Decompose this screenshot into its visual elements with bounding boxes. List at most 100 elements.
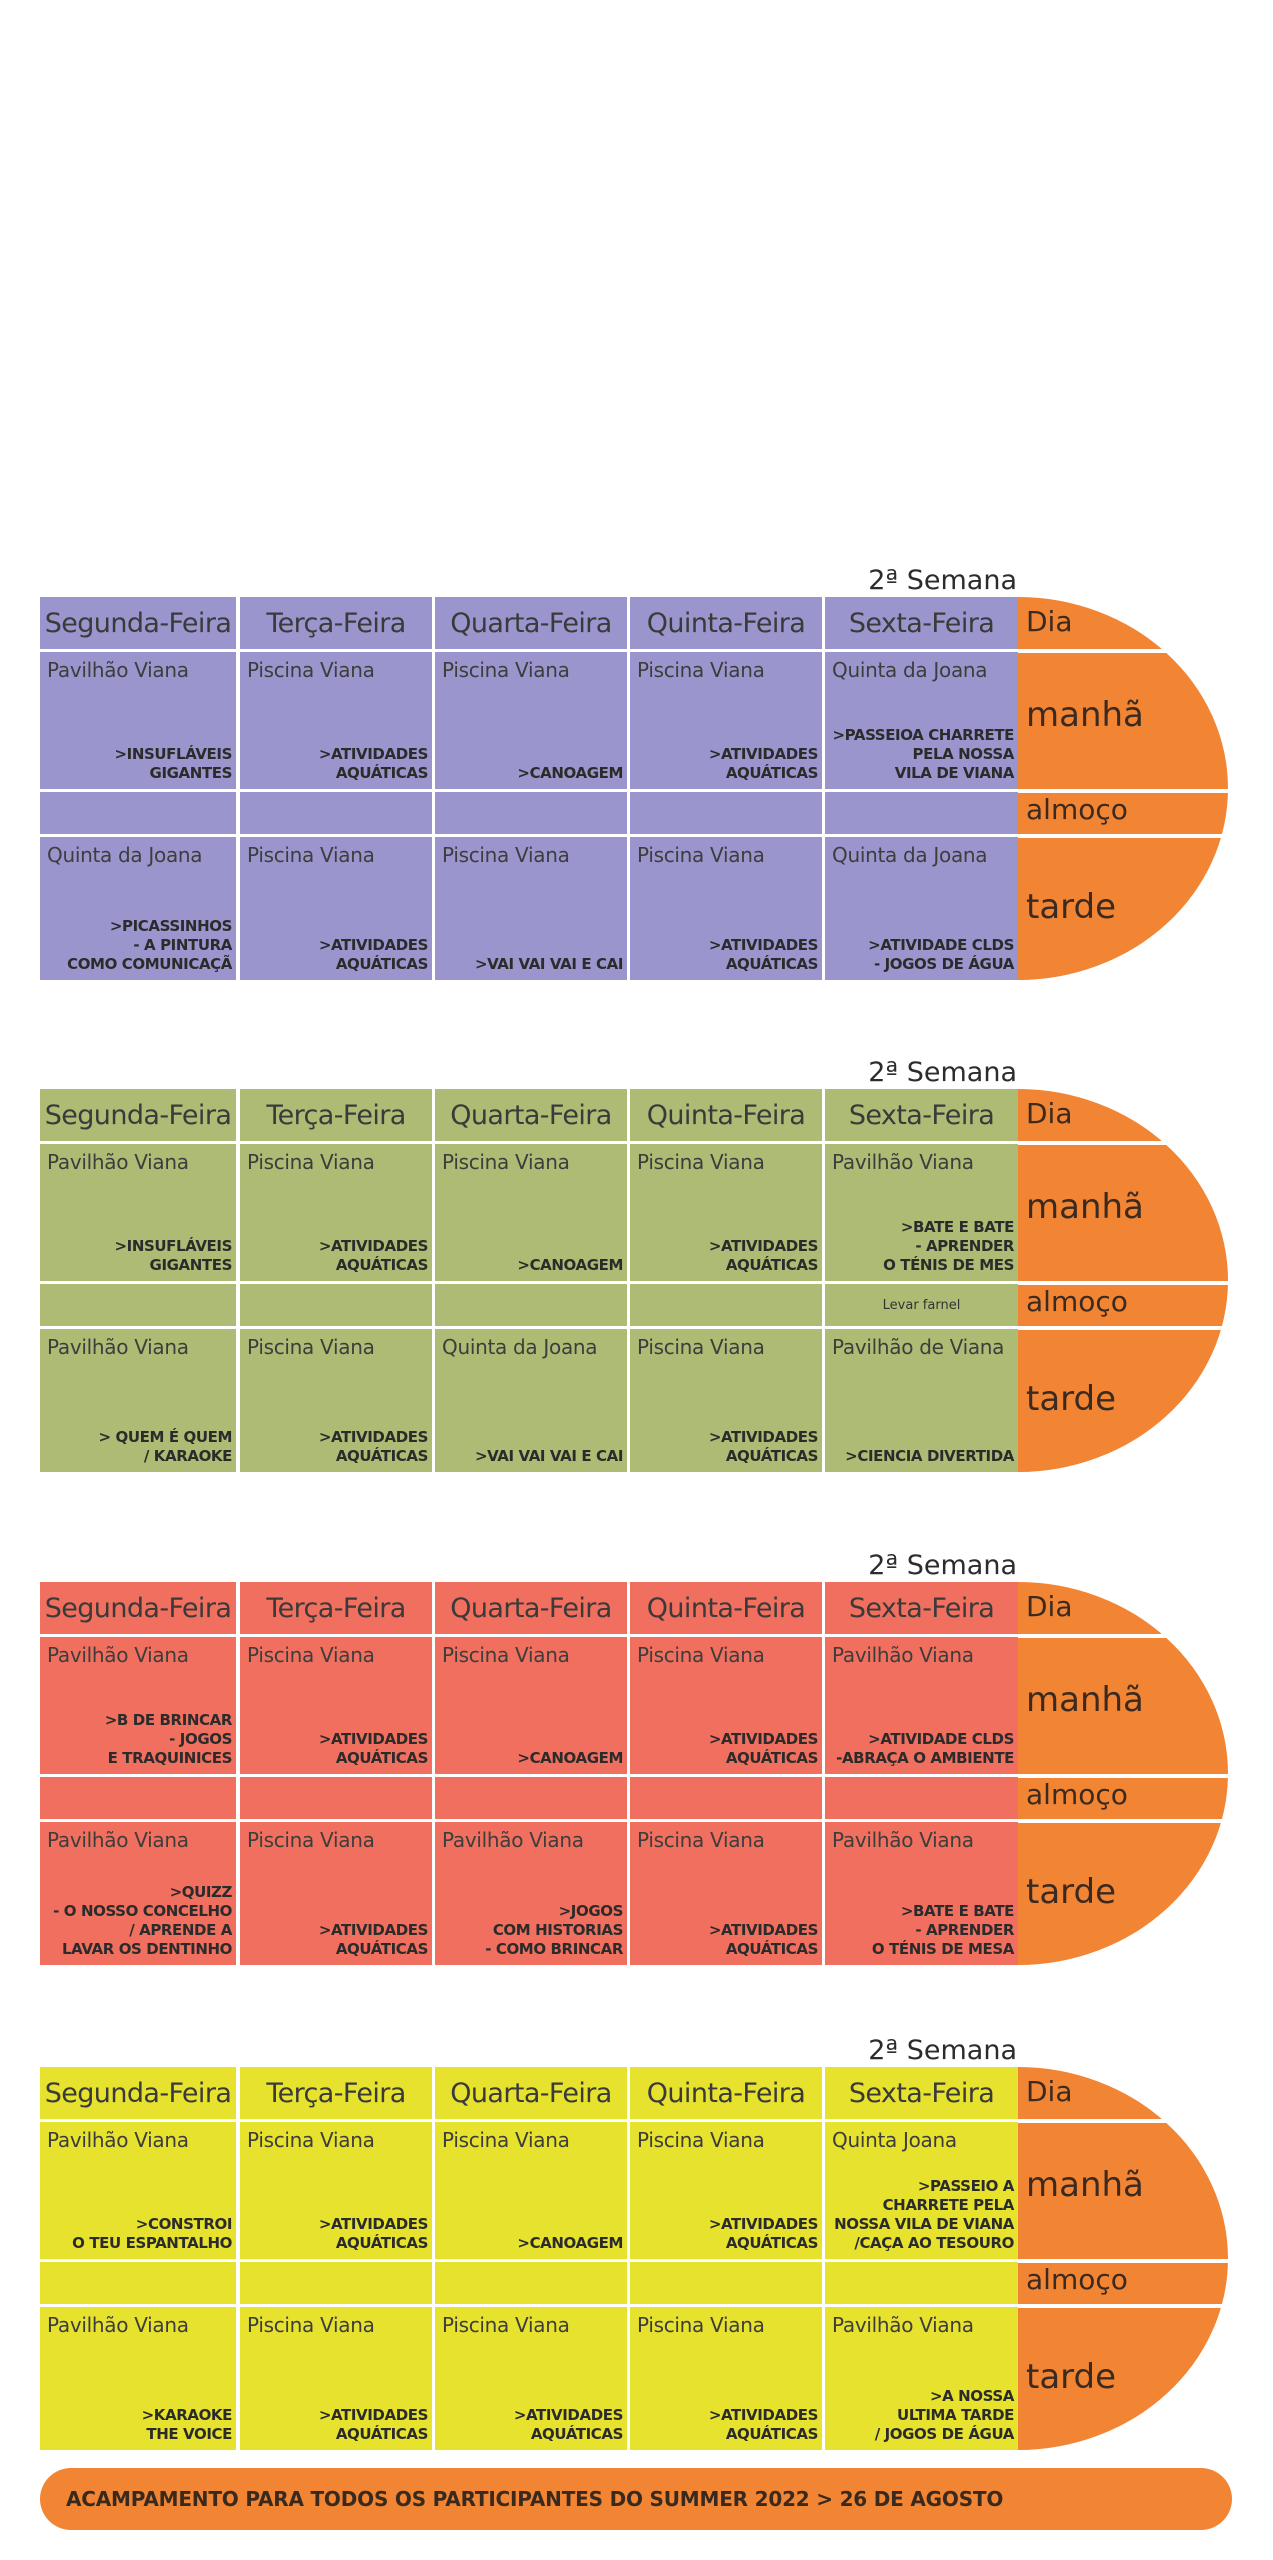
period-column	[1018, 1089, 1233, 1472]
schedule-grid: Segunda-Feira Terça-Feira Quarta-Feira Quin…	[40, 1582, 1018, 1965]
activity-label: >QUIZZ - O NOSSO CONCELHO / APRENDE A LA…	[53, 1883, 232, 1958]
period-label-almoco: almoço	[1026, 793, 1128, 826]
period-column	[1018, 1582, 1233, 1965]
activity-label: >ATIVIDADES AQUÁTICAS	[318, 1237, 429, 1274]
period-separator	[1018, 2304, 1233, 2308]
location-label: Piscina Viana	[637, 2128, 765, 2152]
location-label: Pavilhão Viana	[47, 1335, 189, 1359]
location-label: Piscina Viana	[442, 1150, 570, 1174]
period-column	[1018, 597, 1233, 980]
lunch-cell	[435, 1777, 627, 1819]
afternoon-cell: Piscina Viana >ATIVIDADES AQUÁTICAS	[240, 837, 432, 980]
location-label: Pavilhão Viana	[832, 1828, 974, 1852]
activity-label: >ATIVIDADES AQUÁTICAS	[318, 1428, 429, 1465]
lunch-cell	[630, 1777, 822, 1819]
day-header: Segunda-Feira	[40, 1089, 236, 1141]
location-label: Quinta da Joana	[442, 1335, 598, 1359]
morning-cell: Piscina Viana >CANOAGEM	[435, 1637, 627, 1774]
activity-label: >ATIVIDADES AQUÁTICAS	[513, 2406, 624, 2443]
location-label: Piscina Viana	[637, 658, 765, 682]
lunch-cell	[630, 1284, 822, 1326]
schedule-grid: Segunda-Feira Terça-Feira Quarta-Feira Quin…	[40, 597, 1018, 980]
activity-label: >ATIVIDADES AQUÁTICAS	[318, 745, 429, 782]
activity-label: >CANOAGEM	[517, 1256, 623, 1274]
activity-label: >JOGOS COM HISTORIAS - COMO BRINCAR	[485, 1902, 623, 1958]
period-separator	[1018, 789, 1233, 793]
location-label: Piscina Viana	[247, 1150, 375, 1174]
activity-label: >ATIVIDADES AQUÁTICAS	[708, 936, 819, 973]
activity-label: > QUEM É QUEM / KARAOKE	[98, 1428, 233, 1465]
morning-cell: Piscina Viana >ATIVIDADES AQUÁTICAS	[630, 2122, 822, 2259]
period-separator	[1018, 1774, 1233, 1778]
period-half-disc	[1018, 1089, 1228, 1472]
morning-cell: Piscina Viana >ATIVIDADES AQUÁTICAS	[630, 1144, 822, 1281]
afternoon-cell: Quinta da Joana >PICASSINHOS - A PINTURA …	[40, 837, 236, 980]
lunch-cell	[435, 2262, 627, 2304]
activity-label: >ATIVIDADES AQUÁTICAS	[708, 1237, 819, 1274]
location-label: Piscina Viana	[637, 1643, 765, 1667]
lunch-cell	[240, 2262, 432, 2304]
day-header: Terça-Feira	[240, 1582, 432, 1634]
day-header: Sexta-Feira	[825, 1582, 1018, 1634]
period-label-manha: manhã	[1026, 1187, 1144, 1227]
location-label: Pavilhão Viana	[47, 1828, 189, 1852]
activity-label: >ATIVIDADES AQUÁTICAS	[708, 745, 819, 782]
period-separator	[1018, 2259, 1233, 2263]
lunch-cell	[240, 1777, 432, 1819]
day-header: Quarta-Feira	[435, 597, 627, 649]
week-title: 2ª Semana	[868, 565, 1017, 596]
period-half-disc	[1018, 2067, 1228, 2450]
day-header: Quinta-Feira	[630, 597, 822, 649]
location-label: Piscina Viana	[247, 1335, 375, 1359]
location-label: Pavilhão Viana	[47, 2128, 189, 2152]
morning-cell: Pavilhão Viana >INSUFLÁVEIS GIGANTES	[40, 652, 236, 789]
afternoon-cell: Pavilhão Viana >JOGOS COM HISTORIAS - COM…	[435, 1822, 627, 1965]
activity-label: >KARAOKE THE VOICE	[141, 2406, 233, 2443]
morning-cell: Piscina Viana >CANOAGEM	[435, 652, 627, 789]
banner-text: ACAMPAMENTO PARA TODOS OS PARTICIPANTES …	[66, 2487, 1004, 2511]
morning-cell: Pavilhão Viana >ATIVIDADE CLDS -ABRAÇA O …	[825, 1637, 1018, 1774]
location-label: Quinta da Joana	[47, 843, 203, 867]
activity-label: >INSUFLÁVEIS GIGANTES	[114, 1237, 232, 1274]
morning-cell: Piscina Viana >ATIVIDADES AQUÁTICAS	[630, 1637, 822, 1774]
period-label-manha: manhã	[1026, 1680, 1144, 1720]
day-header: Quarta-Feira	[435, 1582, 627, 1634]
morning-cell: Quinta Joana >PASSEIO A CHARRETE PELA NOS…	[825, 2122, 1018, 2259]
morning-cell: Pavilhão Viana >CONSTROI O TEU ESPANTALHO	[40, 2122, 236, 2259]
lunch-cell	[40, 1777, 236, 1819]
morning-cell: Pavilhão Viana >B DE BRINCAR - JOGOS E TR…	[40, 1637, 236, 1774]
week-schedule: 2ª Semana Segunda-Feira Terça-Feira Quarta-…	[0, 1550, 1273, 2020]
location-label: Piscina Viana	[247, 658, 375, 682]
period-separator	[1018, 1141, 1233, 1145]
period-label-manha: manhã	[1026, 2165, 1144, 2205]
day-header: Sexta-Feira	[825, 2067, 1018, 2119]
activity-label: >ATIVIDADES AQUÁTICAS	[318, 1730, 429, 1767]
activity-label: >ATIVIDADES AQUÁTICAS	[708, 1921, 819, 1958]
location-label: Piscina Viana	[247, 1643, 375, 1667]
period-half-disc	[1018, 597, 1228, 980]
activity-label: >PASSEIOA CHARRETE PELA NOSSA VILA DE VI…	[832, 726, 1014, 782]
location-label: Piscina Viana	[442, 1643, 570, 1667]
location-label: Piscina Viana	[637, 1335, 765, 1359]
afternoon-cell: Quinta da Joana >VAI VAI VAI E CAI	[435, 1329, 627, 1472]
location-label: Pavilhão Viana	[832, 2313, 974, 2337]
period-label-manha: manhã	[1026, 695, 1144, 735]
location-label: Piscina Viana	[247, 1828, 375, 1852]
period-label-almoco: almoço	[1026, 2263, 1128, 2296]
period-label-dia: Dia	[1026, 1097, 1073, 1130]
activity-label: >CONSTROI O TEU ESPANTALHO	[72, 2215, 232, 2252]
week-schedule: 2ª Semana Segunda-Feira Terça-Feira Quarta-…	[0, 1057, 1273, 1527]
activity-label: >CANOAGEM	[517, 1749, 623, 1767]
period-label-dia: Dia	[1026, 1590, 1073, 1623]
day-header: Quinta-Feira	[630, 1089, 822, 1141]
location-label: Piscina Viana	[637, 843, 765, 867]
period-separator	[1018, 834, 1233, 838]
afternoon-cell: Piscina Viana >ATIVIDADES AQUÁTICAS	[240, 2307, 432, 2450]
week-title: 2ª Semana	[868, 1057, 1017, 1088]
afternoon-cell: Quinta da Joana >ATIVIDADE CLDS - JOGOS D…	[825, 837, 1018, 980]
week-title: 2ª Semana	[868, 1550, 1017, 1581]
afternoon-cell: Piscina Viana >ATIVIDADES AQUÁTICAS	[630, 2307, 822, 2450]
location-label: Piscina Viana	[247, 2313, 375, 2337]
activity-label: >ATIVIDADES AQUÁTICAS	[708, 1428, 819, 1465]
location-label: Piscina Viana	[247, 2128, 375, 2152]
